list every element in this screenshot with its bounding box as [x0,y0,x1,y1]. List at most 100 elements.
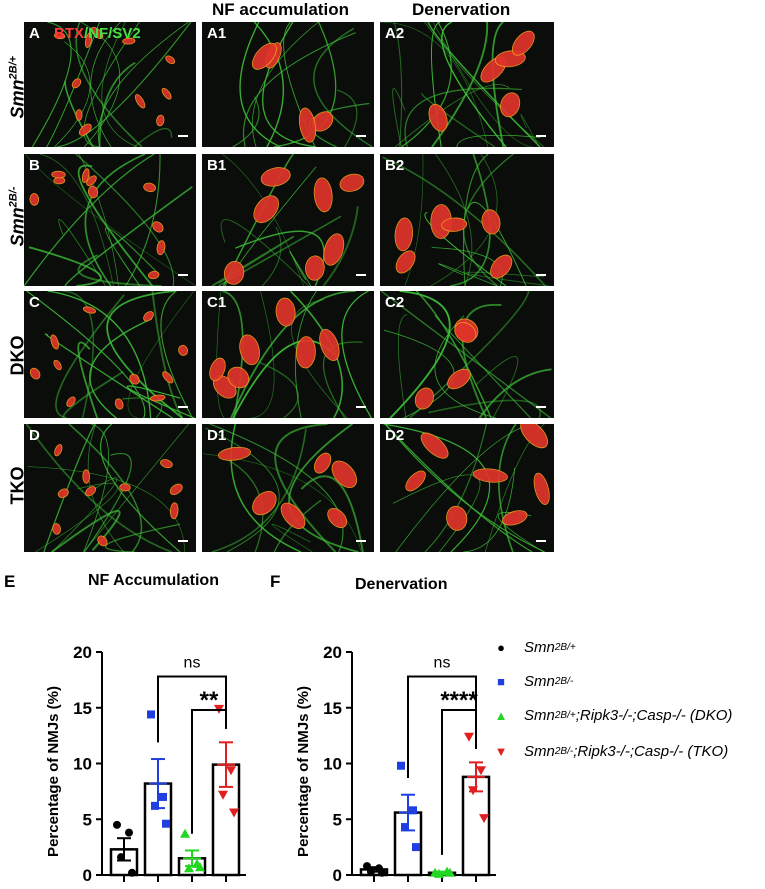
nerve-fiber [300,475,364,552]
nerve-fiber [428,399,542,418]
nerve-fiber [28,246,102,286]
panel-label: D [29,427,40,444]
micrograph-image [24,154,196,286]
nerve-fiber [100,424,181,552]
nerve-fiber [211,235,295,286]
nmj-endplate [305,255,325,281]
stain-legend: BTX/NF/SV2 [54,25,141,42]
nmj-endplate [53,359,62,371]
data-point-square [409,806,417,815]
nerve-fiber [271,523,313,552]
nerve-fiber [205,427,280,552]
data-point-triangle-down [464,732,474,742]
nmj-endplate [414,387,434,410]
nmj-endplate [29,367,41,380]
nerve-fiber [56,22,192,147]
nerve-fiber [450,154,491,286]
nmj-endplate [165,55,176,65]
nerve-fiber [441,22,507,147]
nmj-endplate [169,483,183,495]
nerve-fiber [404,154,424,286]
panel-label: C [29,294,40,311]
y-tick-label: 20 [323,643,342,662]
nmj-endplate [90,26,104,39]
nmj-endplate [253,195,279,224]
nerve-fiber [274,424,337,552]
nmj-endplate [156,114,165,127]
stain-btx: BTX [54,25,84,42]
nmj-endplate [134,94,146,109]
stain-slash: / [84,25,89,42]
data-point-circle [113,820,121,829]
nerve-fiber [380,291,552,418]
data-point-square [159,792,167,801]
nerve-fiber [55,294,125,418]
nerve-fiber [401,22,452,147]
data-point-triangle-down [226,766,236,776]
nerve-fiber [434,154,473,286]
nmj-endplate [298,107,317,143]
scale-bar [178,135,188,137]
nmj-endplate [161,87,172,100]
nmj-endplate [148,270,160,280]
nmj-endplate [319,329,340,361]
data-point-triangle-down [476,766,486,776]
nerve-fiber [83,453,132,552]
nmj-endplate [152,221,164,233]
nmj-endplate [472,468,508,483]
nmj-endplate [71,78,82,89]
micrograph-panel: A2 [380,22,554,147]
nerve-fiber [64,80,94,147]
y-tick-label: 5 [333,810,342,829]
nerve-fiber [26,291,146,418]
nerve-fiber [424,22,545,147]
nerve-fiber [98,61,136,147]
nmj-endplate [169,502,179,520]
y-tick-label: 15 [323,699,342,718]
nmj-endplate [275,297,296,327]
nmj-endplate [447,368,471,390]
nmj-endplate [252,491,277,516]
data-point-triangle-down [229,808,239,818]
micrograph-image [380,291,552,418]
nerve-fiber [211,428,307,552]
nerve-fiber [90,22,121,147]
nerve-fiber [35,482,119,552]
nerve-fiber [58,219,106,286]
nerve-fiber [75,22,143,147]
nerve-fiber [232,96,260,147]
nerve-fiber [295,291,317,418]
nmj-endplate [209,357,226,382]
nerve-fiber [25,424,173,552]
nerve-fiber [151,291,184,418]
nerve-fiber [253,22,284,147]
data-point-circle [378,868,386,877]
nerve-fiber [394,84,510,147]
y-tick-label: 10 [73,755,92,774]
data-point-triangle-down [468,786,478,796]
nerve-fiber [322,341,363,418]
nerve-fiber [432,22,533,147]
nerve-fiber [83,424,189,552]
nerve-fiber [105,227,157,286]
nmj-endplate [500,92,521,118]
y-tick-label: 5 [83,810,92,829]
data-point-square [147,710,155,719]
nmj-endplate [313,177,333,213]
y-axis-label: Percentage of NMJs (%) [45,686,62,857]
micrograph-image [383,424,550,552]
nerve-fiber [77,341,99,418]
col-title-denervation: Denervation [412,0,511,19]
chart-title-e: NF Accumulation [88,572,219,589]
nmj-endplate [327,507,348,529]
nmj-endplate [395,250,416,274]
nerve-fiber [462,154,489,286]
micrograph-image [209,291,372,418]
nerve-fiber [160,291,193,418]
data-point-triangle-up [195,862,205,872]
panel-label: B2 [385,157,405,174]
nmj-endplate [314,452,332,474]
bar-chart-denervation: 0 5 10 15 20 Percentage of NMJs (%) ns **** [295,643,496,885]
nerve-fiber [322,206,359,286]
micrograph-image [211,154,365,286]
